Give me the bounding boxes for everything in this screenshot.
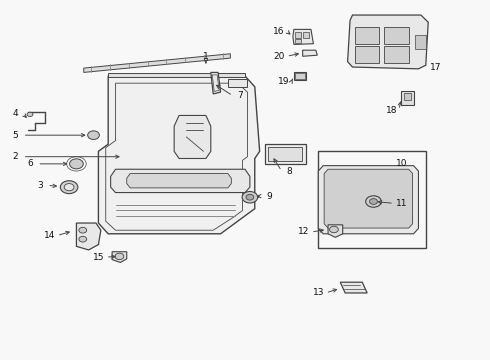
Text: 9: 9 <box>267 192 272 201</box>
Text: 1: 1 <box>203 52 209 61</box>
Bar <box>295 73 305 79</box>
Text: 5: 5 <box>12 131 18 140</box>
Polygon shape <box>111 169 250 193</box>
Bar <box>269 147 302 161</box>
Polygon shape <box>324 169 413 228</box>
Polygon shape <box>112 252 127 262</box>
Text: 18: 18 <box>386 105 397 114</box>
Polygon shape <box>98 76 260 234</box>
Text: 4: 4 <box>13 109 18 118</box>
Polygon shape <box>318 166 418 234</box>
Bar <box>384 46 409 63</box>
Polygon shape <box>76 223 101 250</box>
Bar <box>384 27 409 44</box>
Bar <box>355 27 379 44</box>
Bar <box>265 144 306 164</box>
Text: 20: 20 <box>273 52 285 61</box>
Polygon shape <box>127 174 231 188</box>
Bar <box>228 78 247 87</box>
Text: 6: 6 <box>27 159 33 168</box>
Circle shape <box>79 236 87 242</box>
Text: 14: 14 <box>44 231 55 240</box>
Bar <box>404 93 411 100</box>
Circle shape <box>88 131 99 139</box>
Bar <box>355 46 379 63</box>
Circle shape <box>369 199 377 204</box>
Bar <box>295 39 301 43</box>
Circle shape <box>79 227 87 233</box>
Circle shape <box>115 253 124 260</box>
Circle shape <box>64 184 74 191</box>
Text: 13: 13 <box>313 288 324 297</box>
Bar <box>108 73 245 77</box>
Text: 16: 16 <box>273 27 285 36</box>
Circle shape <box>70 159 83 169</box>
Text: 11: 11 <box>395 199 407 208</box>
Polygon shape <box>293 30 314 44</box>
Bar <box>295 32 301 38</box>
Bar <box>303 32 309 38</box>
Circle shape <box>330 226 338 233</box>
Circle shape <box>366 196 381 207</box>
Polygon shape <box>347 15 428 69</box>
Text: 2: 2 <box>13 152 18 161</box>
Bar <box>318 151 426 248</box>
Text: 12: 12 <box>298 228 309 237</box>
Text: 19: 19 <box>278 77 290 86</box>
Polygon shape <box>211 72 220 94</box>
Polygon shape <box>303 50 318 56</box>
Bar <box>401 91 414 105</box>
Text: 7: 7 <box>237 91 243 100</box>
Bar <box>294 72 306 80</box>
Polygon shape <box>174 116 211 158</box>
Text: 15: 15 <box>93 253 104 262</box>
Polygon shape <box>84 54 230 72</box>
Circle shape <box>246 194 254 200</box>
Polygon shape <box>328 225 343 237</box>
Text: 10: 10 <box>395 159 407 168</box>
Bar <box>415 35 426 49</box>
Circle shape <box>27 112 33 117</box>
Text: 8: 8 <box>286 167 292 176</box>
Circle shape <box>60 181 78 194</box>
Text: 17: 17 <box>430 63 441 72</box>
Circle shape <box>242 192 258 203</box>
Text: 3: 3 <box>37 181 43 190</box>
Polygon shape <box>340 282 367 293</box>
